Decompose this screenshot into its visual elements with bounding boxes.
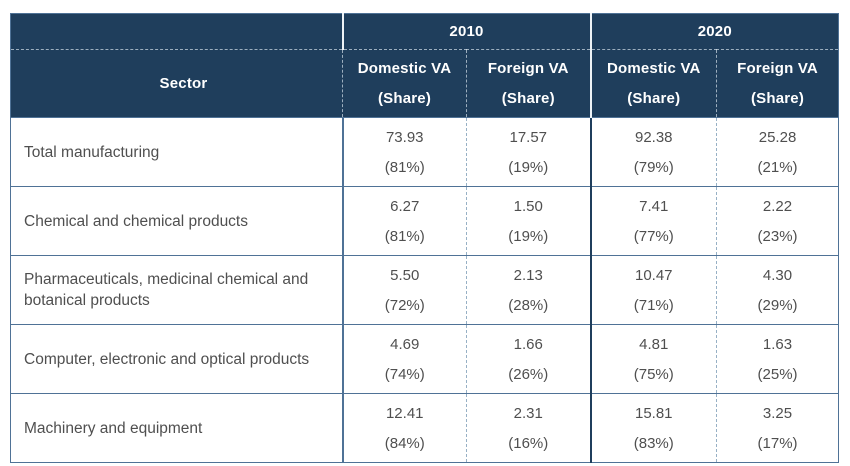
value-cell-2020-foreign: 4.30 (29%) — [716, 255, 840, 325]
va-share: (16%) — [508, 434, 549, 452]
value-cell-2020-domestic: 4.81 (75%) — [589, 324, 717, 394]
va-share: (28%) — [508, 296, 549, 314]
sector-cell: Computer, electronic and optical product… — [10, 324, 344, 394]
va-value: 5.50 — [390, 266, 420, 284]
col-header-domestic-va-2010: Domestic VA (Share) — [342, 49, 467, 118]
value-cell-2020-domestic: 10.47 (71%) — [589, 255, 717, 325]
value-cell-2010-domestic: 4.69 (74%) — [342, 324, 467, 394]
col-header-share-label: (Share) — [501, 90, 555, 107]
va-share: (81%) — [384, 227, 425, 245]
sector-cell: Pharmaceuticals, medicinal chemical and … — [10, 255, 344, 325]
value-cell-2020-foreign: 3.25 (17%) — [716, 393, 840, 463]
value-cell-2020-domestic: 92.38 (79%) — [589, 117, 717, 187]
va-share: (25%) — [757, 365, 798, 383]
va-value: 10.47 — [634, 266, 673, 284]
col-header-label: Domestic VA — [357, 60, 452, 77]
value-cell-2010-foreign: 2.31 (16%) — [465, 393, 591, 463]
va-share: (26%) — [508, 365, 549, 383]
va-value: 1.63 — [762, 335, 793, 353]
va-value: 73.93 — [385, 128, 424, 146]
va-share: (21%) — [757, 158, 798, 176]
value-cell-2020-domestic: 15.81 (83%) — [589, 393, 717, 463]
va-share: (29%) — [757, 296, 798, 314]
corner-cell-empty — [10, 13, 343, 50]
va-value: 17.57 — [509, 128, 548, 146]
col-header-share-label: (Share) — [377, 90, 432, 107]
value-cell-2010-foreign: 2.13 (28%) — [465, 255, 591, 325]
value-cell-2010-foreign: 1.66 (26%) — [465, 324, 591, 394]
va-value: 4.30 — [762, 266, 793, 284]
va-value: 15.81 — [634, 404, 673, 422]
sector-label: Pharmaceuticals, medicinal chemical and … — [24, 271, 309, 309]
col-header-foreign-va-2010: Foreign VA (Share) — [465, 49, 592, 118]
value-cell-2020-domestic: 7.41 (77%) — [589, 186, 717, 256]
va-share: (75%) — [633, 365, 674, 383]
value-cell-2020-foreign: 2.22 (23%) — [716, 186, 840, 256]
va-value: 2.22 — [762, 197, 793, 215]
va-share: (23%) — [757, 227, 798, 245]
va-value: 6.27 — [390, 197, 420, 215]
sector-label: Machinery and equipment — [24, 419, 203, 437]
va-value: 92.38 — [634, 128, 673, 146]
value-cell-2010-foreign: 1.50 (19%) — [465, 186, 591, 256]
value-cell-2010-domestic: 5.50 (72%) — [342, 255, 467, 325]
column-header-row: Sector Domestic VA (Share) Foreign VA (S… — [10, 49, 840, 118]
sector-label: Total manufacturing — [24, 143, 160, 161]
va-shares-table: 2010 2020 Sector Domestic VA (Share) For… — [10, 13, 840, 463]
sector-column-header: Sector — [10, 49, 343, 118]
year-header-2010: 2010 — [341, 13, 592, 50]
col-header-domestic-va-2020: Domestic VA (Share) — [589, 49, 718, 118]
col-header-share-label: (Share) — [627, 90, 681, 107]
va-share: (19%) — [508, 158, 549, 176]
year-header-2020: 2020 — [589, 13, 840, 50]
va-value: 1.66 — [513, 335, 543, 353]
va-share: (74%) — [384, 365, 425, 383]
va-share: (72%) — [384, 296, 425, 314]
value-cell-2020-foreign: 1.63 (25%) — [716, 324, 840, 394]
va-share: (81%) — [384, 158, 425, 176]
table-row-pharmaceuticals: Pharmaceuticals, medicinal chemical and … — [10, 255, 840, 325]
value-cell-2010-domestic: 6.27 (81%) — [342, 186, 467, 256]
value-cell-2010-domestic: 73.93 (81%) — [342, 117, 467, 187]
sector-cell: Chemical and chemical products — [10, 186, 344, 256]
va-value: 25.28 — [758, 128, 797, 146]
table-row-computer-electronic: Computer, electronic and optical product… — [10, 324, 840, 394]
sector-cell: Total manufacturing — [10, 117, 344, 187]
table-row-total-manufacturing: Total manufacturing 73.93 (81%) 17.57 (1… — [10, 117, 840, 187]
col-header-foreign-va-2020: Foreign VA (Share) — [716, 49, 840, 118]
va-share: (79%) — [633, 158, 674, 176]
col-header-label: Foreign VA — [737, 60, 818, 77]
va-value: 7.41 — [639, 197, 669, 215]
va-value: 2.13 — [513, 266, 543, 284]
va-share: (83%) — [633, 434, 674, 452]
va-share: (19%) — [508, 227, 549, 245]
va-value: 2.31 — [513, 404, 543, 422]
value-cell-2010-domestic: 12.41 (84%) — [342, 393, 467, 463]
va-value: 4.69 — [390, 335, 420, 353]
va-share: (84%) — [384, 434, 425, 452]
table-row-chemical: Chemical and chemical products 6.27 (81%… — [10, 186, 840, 256]
table-row-machinery: Machinery and equipment 12.41 (84%) 2.31… — [10, 393, 840, 463]
va-share: (77%) — [633, 227, 674, 245]
sector-label: Chemical and chemical products — [24, 212, 248, 230]
col-header-share-label: (Share) — [750, 90, 805, 107]
col-header-label: Foreign VA — [487, 60, 569, 77]
va-value: 4.81 — [639, 335, 669, 353]
col-header-label: Domestic VA — [606, 60, 701, 77]
value-cell-2020-foreign: 25.28 (21%) — [716, 117, 840, 187]
sector-cell: Machinery and equipment — [10, 393, 344, 463]
va-share: (17%) — [757, 434, 798, 452]
value-cell-2010-foreign: 17.57 (19%) — [465, 117, 591, 187]
va-value: 1.50 — [513, 197, 543, 215]
va-share: (71%) — [633, 296, 674, 314]
sector-label: Computer, electronic and optical product… — [24, 350, 310, 368]
year-header-row: 2010 2020 — [10, 13, 840, 50]
va-value: 12.41 — [385, 404, 424, 422]
va-value: 3.25 — [762, 404, 793, 422]
